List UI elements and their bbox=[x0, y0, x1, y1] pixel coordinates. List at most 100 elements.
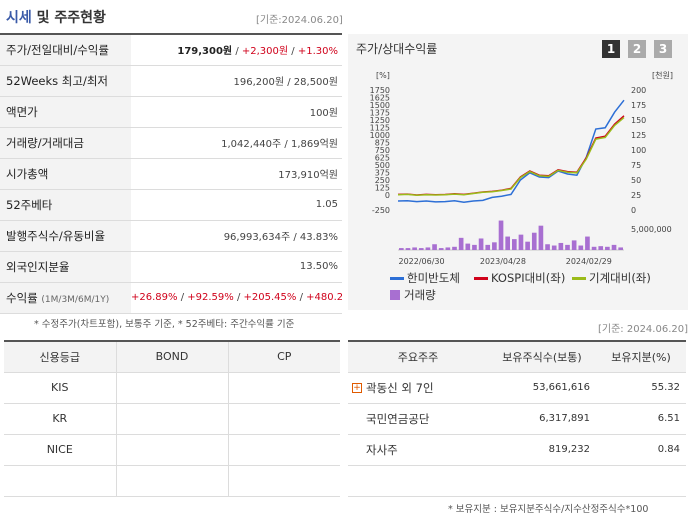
agency: KIS bbox=[4, 371, 117, 404]
row-value: 1,042,440주 / 1,869억원 bbox=[131, 127, 342, 159]
volume-bar bbox=[605, 246, 610, 250]
y-left-tick-label: 1625 bbox=[370, 94, 390, 103]
chart-panel: [%] [천원] -250 0 125 250 375 500 625 750 875 1000 112… bbox=[348, 34, 688, 310]
price-values: 179,300원 / +2,300원 / +1.30% bbox=[131, 33, 342, 66]
volume-bar bbox=[418, 248, 424, 250]
table-header-row: 신용등급 BOND CP bbox=[4, 340, 340, 373]
legend-item-machine: 기계대비(좌) bbox=[572, 270, 651, 286]
volume-bar bbox=[425, 247, 431, 250]
y-right-tick-label: 75 bbox=[631, 161, 641, 170]
legend-swatch bbox=[390, 276, 404, 280]
volume-tick-label: 5,000,000 bbox=[631, 225, 672, 234]
section-title: 시세 및 주주현황 bbox=[6, 7, 106, 27]
return-6m: +205.45% bbox=[243, 292, 297, 303]
table-row: 거래량/거래대금 1,042,440주 / 1,869억원 bbox=[0, 127, 342, 159]
y-left-tick-label: 1000 bbox=[370, 131, 390, 140]
holder-shares bbox=[488, 465, 596, 497]
legend-item-stock: 한미반도체 bbox=[390, 270, 460, 286]
series-line-3 bbox=[397, 117, 625, 197]
col-header: 보유지분(%) bbox=[596, 340, 686, 373]
volume-bar bbox=[478, 238, 484, 250]
row-value: 100원 bbox=[131, 96, 342, 128]
row-value: 1.05 bbox=[131, 189, 342, 221]
row-label: 발행주식수/유동비율 bbox=[0, 220, 131, 252]
legend-item-volume: 거래량 bbox=[390, 287, 436, 303]
row-label: 외국인지분율 bbox=[0, 251, 131, 283]
separator: / bbox=[299, 292, 303, 303]
row-label: 수익률 (1M/3M/6M/1Y) bbox=[0, 282, 131, 314]
volume-bar bbox=[611, 244, 617, 250]
holder-name bbox=[348, 465, 488, 497]
row-label: 거래량/거래대금 bbox=[0, 127, 131, 159]
separator: / bbox=[235, 46, 239, 58]
price-change-rate: +1.30% bbox=[297, 46, 338, 58]
holder-pct: 55.32 bbox=[596, 372, 686, 404]
chart-page-3-button[interactable]: 3 bbox=[654, 40, 672, 58]
returns-periods: (1M/3M/6M/1Y) bbox=[41, 294, 110, 305]
y-left-tick-label: -250 bbox=[372, 206, 390, 215]
row-label: 주가/전일대비/수익률 bbox=[0, 33, 131, 66]
y-left-tick-label: 875 bbox=[375, 139, 390, 148]
y-right-tick-label: 100 bbox=[631, 146, 646, 155]
chart-page-1-button[interactable]: 1 bbox=[602, 40, 620, 58]
volume-bar bbox=[512, 239, 517, 250]
legend-swatch bbox=[390, 290, 400, 300]
returns-label: 수익률 bbox=[6, 290, 38, 305]
x-tick-label: 2022/06/30 bbox=[399, 257, 445, 266]
series-line-2 bbox=[397, 115, 625, 196]
legend-label: 거래량 bbox=[404, 288, 436, 302]
agency: KR bbox=[4, 402, 117, 435]
y-left-tick-label: 250 bbox=[375, 176, 390, 185]
return-1y: +480.26% bbox=[306, 292, 342, 303]
expand-plus-icon[interactable]: + bbox=[352, 383, 362, 393]
volume-bar bbox=[505, 236, 510, 250]
volume-bar bbox=[565, 244, 570, 250]
volume-bar bbox=[399, 248, 404, 250]
legend-swatch bbox=[572, 276, 586, 280]
credit-rating-table: 신용등급 BOND CP KIS KR NICE bbox=[4, 340, 340, 497]
volume-bar bbox=[492, 242, 497, 250]
x-tick-label: 2023/04/28 bbox=[480, 257, 526, 266]
volume-bar bbox=[585, 236, 590, 250]
volume-bar bbox=[458, 237, 464, 250]
y-left-tick-label: 750 bbox=[375, 146, 390, 155]
bond-rating bbox=[115, 464, 229, 497]
volume-bar bbox=[438, 248, 444, 250]
section-header: 시세 및 주주현황 [기준:2024.06.20] bbox=[0, 0, 693, 34]
table-row: KR bbox=[4, 402, 340, 435]
row-label: 52주베타 bbox=[0, 189, 131, 221]
y-left-tick-label: 1500 bbox=[370, 101, 390, 110]
volume-bar bbox=[452, 246, 457, 250]
return-1m: +26.89% bbox=[131, 292, 178, 303]
volume-bar bbox=[571, 240, 577, 250]
bond-rating bbox=[115, 433, 229, 466]
cp-rating bbox=[227, 464, 340, 497]
return-3m: +92.59% bbox=[187, 292, 234, 303]
row-value: 196,200원 / 28,500원 bbox=[131, 65, 342, 97]
col-header: 주요주주 bbox=[348, 340, 488, 373]
major-holders-table: 주요주주 보유주식수(보통) 보유지분(%) + 곽동신 외 7인 53,661,… bbox=[348, 340, 686, 497]
col-header: 보유주식수(보통) bbox=[488, 340, 596, 373]
volume-bar bbox=[538, 225, 544, 250]
volume-bar bbox=[485, 244, 491, 250]
separator: / bbox=[291, 46, 295, 58]
volume-bar bbox=[405, 248, 411, 250]
returns-values: +26.89% / +92.59% / +205.45% / +480.26% bbox=[131, 282, 342, 314]
y-right-tick-label: 175 bbox=[631, 101, 646, 110]
holder-shares: 53,661,616 bbox=[488, 372, 596, 404]
legend-label: 기계대비(좌) bbox=[589, 271, 651, 285]
table-row bbox=[348, 465, 686, 497]
col-header: 신용등급 bbox=[4, 340, 117, 373]
row-value: 173,910억원 bbox=[131, 158, 342, 190]
volume-bar bbox=[531, 232, 537, 250]
volume-bar bbox=[465, 243, 471, 250]
y-left-tick-label: 0 bbox=[385, 191, 390, 200]
y-left-tick-label: 625 bbox=[375, 154, 390, 163]
volume-bar bbox=[525, 241, 530, 250]
chart-page-2-button[interactable]: 2 bbox=[628, 40, 646, 58]
y-right-tick-label: 50 bbox=[631, 176, 641, 185]
right-unit-label: [천원] bbox=[652, 70, 673, 80]
table-row: 주가/전일대비/수익률 179,300원 / +2,300원 / +1.30% bbox=[0, 33, 342, 66]
bond-rating bbox=[115, 402, 229, 435]
legend-item-kospi: KOSPI대비(좌) bbox=[474, 270, 565, 286]
